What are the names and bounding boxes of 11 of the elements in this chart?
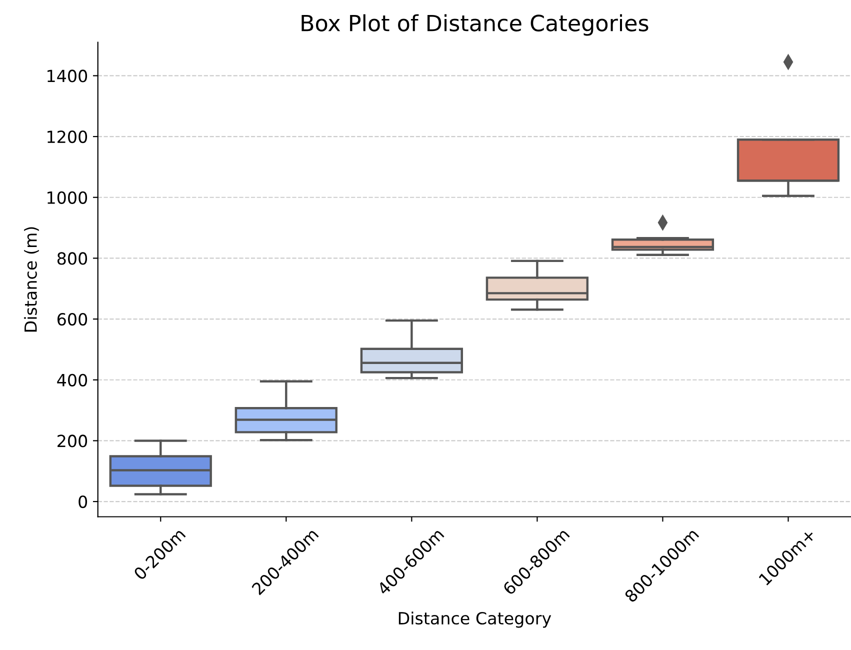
y-axis-title: Distance (m) <box>24 227 39 332</box>
y-tick-label: 200 <box>58 434 88 448</box>
chart-title: Box Plot of Distance Categories <box>302 14 648 36</box>
y-tick-label: 600 <box>57 313 88 326</box>
y-tick-label: 800 <box>57 252 88 265</box>
y-tick-label: 1200 <box>48 130 88 144</box>
y-tick-label: 400 <box>57 374 88 386</box>
y-tick-label: 0 <box>78 496 88 508</box>
x-axis-title: Distance Category <box>398 612 552 628</box>
y-tick-label: 1000 <box>48 191 88 204</box>
y-tick-label: 1400 <box>48 70 88 82</box>
